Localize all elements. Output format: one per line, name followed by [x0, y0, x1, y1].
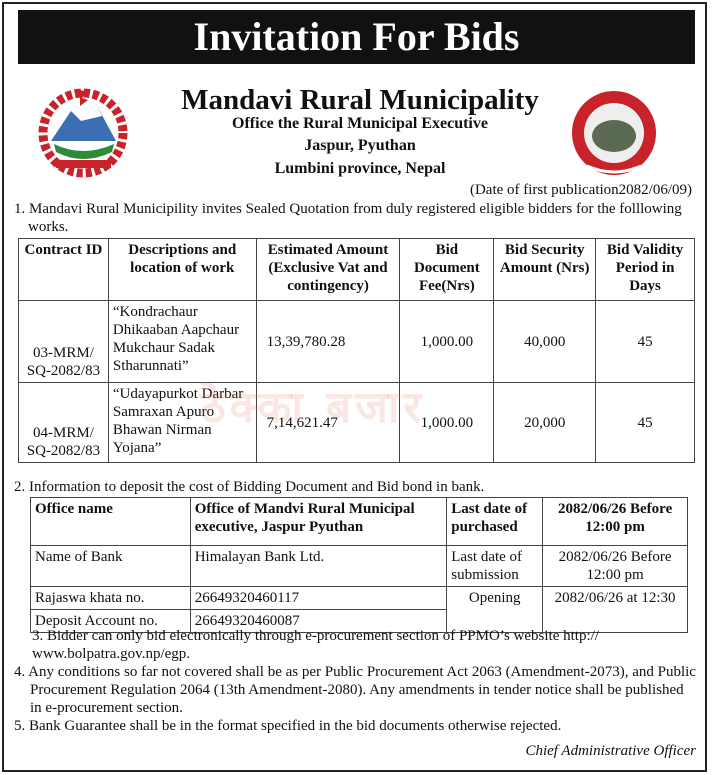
document-fee: 1,000.00	[399, 382, 495, 463]
validity-days: 45	[595, 300, 695, 383]
signature: Chief Administrative Officer	[525, 743, 696, 759]
works-table: Contract ID Descriptions and location of…	[18, 238, 695, 463]
contract-id: 03-MRM/ SQ-2082/83	[18, 300, 109, 383]
item-3: 3. Bidder can only bid electronically th…	[32, 628, 599, 662]
item-5: 5. Bank Guarantee shall be in the format…	[14, 718, 562, 734]
province: Lumbini province, Nepal	[274, 160, 446, 177]
work-description: “Udayapurkot Darbar Samraxan Apuro Bhawa…	[107, 382, 257, 463]
location: Jaspur, Pyuthan	[304, 137, 416, 154]
document-fee: 1,000.00	[399, 300, 495, 383]
bid-security: 40,000	[493, 300, 597, 383]
notice-title: Invitation For Bids	[18, 10, 695, 64]
table-row: 03-MRM/ SQ-2082/83 “Kondrachaur Dhikaaba…	[18, 300, 695, 383]
last-submission-label: Last date of submission	[446, 545, 544, 587]
item-4: 4. Any conditions so far not covered sha…	[14, 664, 696, 716]
office-name-label: Office name	[30, 497, 191, 546]
column-header: Bid Security Amount (Nrs)	[493, 238, 597, 301]
bank-info-table: Office name Office of Mandvi Rural Munic…	[30, 497, 688, 633]
contract-id: 04-MRM/ SQ-2082/83	[18, 382, 109, 463]
opening-label: Opening	[446, 586, 544, 633]
last-submission-value: 2082/06/26 Before 12:00 pm	[542, 545, 688, 587]
last-purchase-label: Last date of purchased	[446, 497, 544, 546]
deposit-value: 26649320460087	[189, 609, 448, 633]
column-header: Estimated Amount (Exclusive Vat and cont…	[255, 238, 401, 301]
estimated-amount: 13,39,780.28	[255, 300, 401, 383]
rajaswa-value: 26649320460117	[189, 586, 448, 610]
municipality-seal-logo	[567, 86, 662, 186]
table-row: 04-MRM/ SQ-2082/83 “Udayapurkot Darbar S…	[18, 382, 695, 463]
validity-days: 45	[595, 382, 695, 463]
bid-security: 20,000	[493, 382, 597, 463]
column-header: Bid Validity Period in Days	[595, 238, 695, 301]
column-header: Bid Document Fee(Nrs)	[399, 238, 495, 301]
work-description: “Kondrachaur Dhikaaban Aapchaur Mukchaur…	[107, 300, 257, 383]
deposit-label: Deposit Account no.	[30, 609, 191, 633]
org-name: Mandavi Rural Municipality	[181, 84, 539, 116]
bank-label: Name of Bank	[30, 545, 191, 587]
column-header: Descriptions and location of work	[107, 238, 257, 301]
estimated-amount: 7,14,621.47	[255, 382, 401, 463]
bank-value: Himalayan Bank Ltd.	[189, 545, 448, 587]
opening-value: 2082/06/26 at 12:30	[542, 586, 688, 633]
office-name: Office the Rural Municipal Executive	[232, 115, 488, 132]
item-2: 2. Information to deposit the cost of Bi…	[14, 479, 485, 495]
publication-date: (Date of first publication2082/06/09)	[469, 182, 692, 198]
item-1: 1. Mandavi Rural Municipility invites Se…	[14, 201, 682, 235]
last-purchase-value: 2082/06/26 Before 12:00 pm	[542, 497, 688, 546]
table-header-row: Contract ID Descriptions and location of…	[18, 238, 695, 301]
nepal-emblem-logo	[36, 86, 131, 186]
rajaswa-label: Rajaswa khata no.	[30, 586, 191, 610]
column-header: Contract ID	[18, 238, 109, 301]
office-name-value: Office of Mandvi Rural Municipal executi…	[189, 497, 448, 546]
